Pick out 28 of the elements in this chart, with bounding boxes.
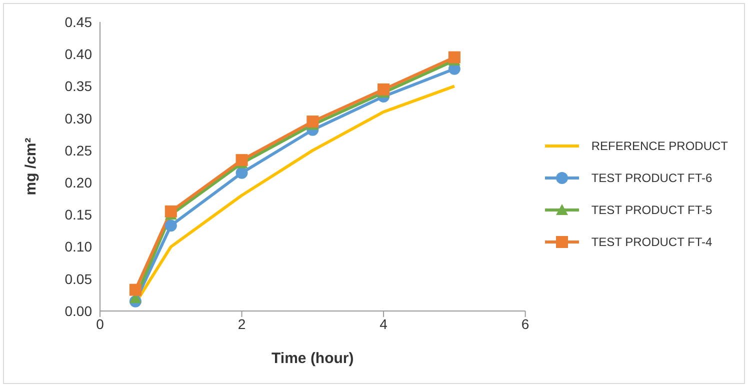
point [378,83,390,96]
y-tick-label: 0.45 [64,14,92,30]
y-axis-title: mg /cm² [22,138,40,196]
point [164,205,177,218]
point [448,51,460,64]
point [236,154,248,166]
y-tick-label: 0.25 [64,142,92,158]
point [129,284,142,296]
x-tick-label: 6 [521,316,530,332]
y-tick-label: 0.30 [64,110,92,126]
y-tick-label: 0.00 [64,302,92,319]
y-tick-label: 0.10 [64,238,92,255]
x-axis-title: Time (hour) [272,350,354,367]
legend-label: TEST PRODUCT FT-6 [591,170,712,184]
x-tick-label: 0 [96,316,104,332]
legend-label: TEST PRODUCT FT-5 [591,202,712,216]
point [306,116,319,128]
x-tick-label: 2 [238,316,246,332]
point [164,220,177,232]
legend-label: TEST PRODUCT FT-4 [591,234,712,248]
point [236,166,248,179]
y-tick-label: 0.40 [64,46,92,62]
y-tick-label: 0.35 [64,78,92,94]
x-tick-label: 4 [380,316,388,332]
y-tick-label: 0.05 [64,270,92,287]
legend-label: REFERENCE PRODUCT [591,138,728,152]
y-tick-label: 0.15 [64,206,92,223]
y-tick-label: 0.20 [64,174,92,191]
